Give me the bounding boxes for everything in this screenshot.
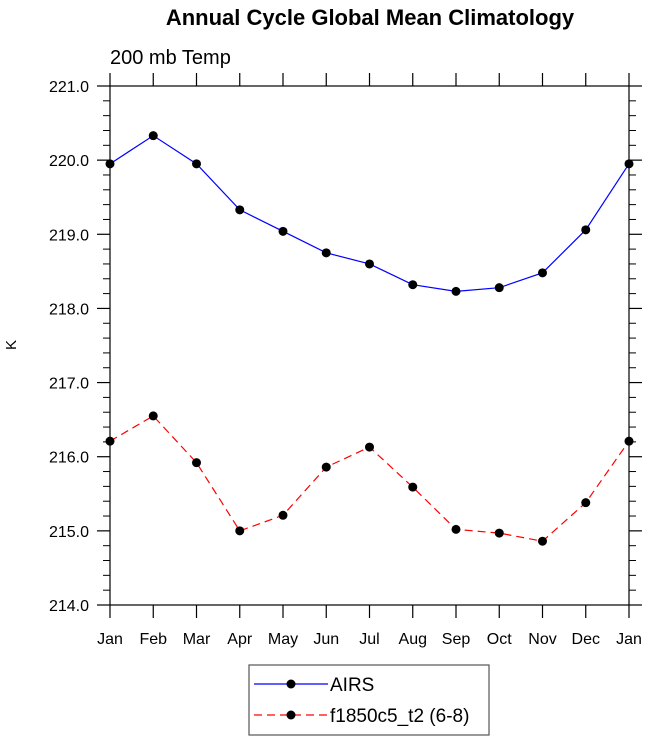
x-tick-label: Jul bbox=[359, 631, 379, 648]
data-point bbox=[581, 498, 591, 508]
data-point bbox=[278, 510, 288, 520]
data-point bbox=[321, 462, 331, 472]
y-tick-label: 216.0 bbox=[49, 450, 89, 467]
x-tick-label: Mar bbox=[183, 631, 211, 648]
data-point bbox=[451, 524, 461, 534]
data-point bbox=[494, 528, 504, 538]
x-tick-label: Sep bbox=[442, 631, 471, 648]
data-point bbox=[278, 226, 288, 236]
y-tick-label: 221.0 bbox=[49, 79, 89, 96]
x-tick-label: Oct bbox=[487, 631, 512, 648]
plot-frame bbox=[109, 85, 630, 606]
y-axis-label: K bbox=[3, 340, 20, 350]
data-point bbox=[321, 248, 331, 258]
data-point bbox=[148, 131, 158, 141]
x-tick-label: Jan bbox=[616, 631, 642, 648]
data-point bbox=[408, 280, 418, 290]
x-tick-label: May bbox=[268, 631, 298, 648]
y-tick-label: 220.0 bbox=[49, 153, 89, 170]
legend-label-airs: AIRS bbox=[330, 675, 374, 696]
legend-marker-airs bbox=[286, 679, 296, 689]
legend-label-model: f1850c5_t2 (6-8) bbox=[330, 706, 469, 727]
data-point bbox=[624, 436, 634, 446]
y-tick-label: 219.0 bbox=[49, 227, 89, 244]
data-point bbox=[408, 482, 418, 492]
x-tick-label: Nov bbox=[528, 631, 556, 648]
data-point bbox=[451, 286, 461, 296]
y-tick-label: 214.0 bbox=[49, 598, 89, 615]
y-tick-label: 218.0 bbox=[49, 301, 89, 318]
y-tick-label: 217.0 bbox=[49, 376, 89, 393]
legend-box bbox=[248, 664, 490, 736]
x-tick-label: Apr bbox=[227, 631, 253, 648]
x-tick-label: Jun bbox=[313, 631, 339, 648]
data-point bbox=[365, 442, 374, 452]
data-point bbox=[624, 159, 634, 169]
data-point bbox=[105, 436, 115, 446]
chart-title: Annual Cycle Global Mean Climatology bbox=[166, 5, 575, 30]
data-point bbox=[538, 268, 547, 278]
data-point bbox=[235, 205, 245, 215]
data-point bbox=[235, 526, 245, 536]
legend: AIRS f1850c5_t2 (6-8) bbox=[248, 664, 490, 736]
series-line-1 bbox=[109, 415, 630, 542]
data-point bbox=[192, 159, 201, 169]
data-point bbox=[581, 225, 591, 235]
data-point bbox=[105, 159, 115, 169]
data-point bbox=[538, 536, 547, 546]
x-tick-label: Feb bbox=[139, 631, 167, 648]
x-tick-label: Jan bbox=[97, 631, 123, 648]
data-point bbox=[192, 458, 201, 468]
x-tick-label: Aug bbox=[399, 631, 427, 648]
legend-marker-model bbox=[286, 710, 296, 720]
data-point bbox=[365, 259, 374, 269]
y-tick-label: 215.0 bbox=[49, 524, 89, 541]
data-point bbox=[148, 411, 158, 421]
data-point bbox=[494, 283, 504, 293]
x-tick-label: Dec bbox=[572, 631, 600, 648]
chart-subtitle: 200 mb Temp bbox=[110, 47, 231, 69]
